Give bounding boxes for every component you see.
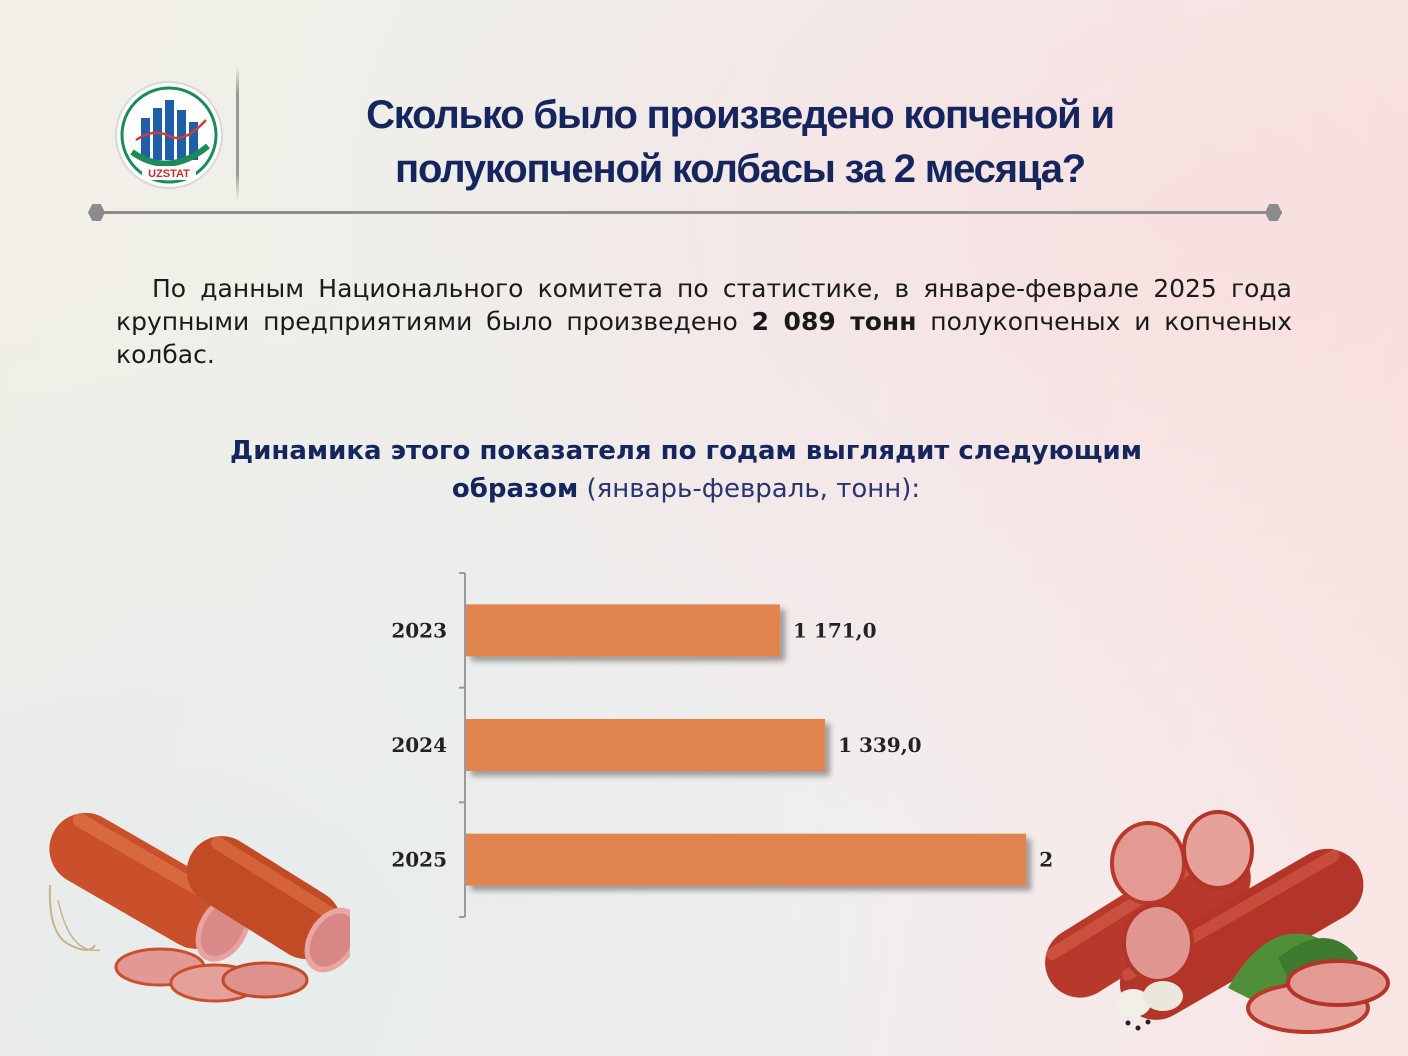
intro-text-2: полукопченых и копченых колбас. <box>116 307 1292 369</box>
chart-axis <box>459 572 466 918</box>
header-rule <box>92 211 1282 214</box>
caption-bold-2: образом <box>451 474 579 504</box>
value-label: 1 171,0 <box>793 618 877 642</box>
value-label: 1 339,0 <box>838 733 922 757</box>
title-line-2: полукопченой колбасы за 2 месяца? <box>395 147 1086 191</box>
category-label: 2023 <box>391 618 447 642</box>
category-label: 2025 <box>391 848 447 872</box>
category-label: 2024 <box>391 733 447 757</box>
intro-text-1: По данным Национального комитета по стат… <box>116 274 1292 336</box>
bar-chart: 2023 1 171,0 2024 1 339,0 2025 2 089,0 <box>391 572 1060 918</box>
uzstat-logo: UZSTAT <box>115 81 223 189</box>
rule-right-end <box>1265 204 1282 221</box>
sausage-illustration-right <box>1045 810 1390 1034</box>
chart-caption: Динамика этого показателя по годам выгля… <box>150 432 1222 508</box>
intro-paragraph: По данным Национального комитета по стат… <box>116 272 1292 371</box>
chart-bars: 2023 1 171,0 2024 1 339,0 2025 2 089,0 <box>391 604 1060 886</box>
sausage-illustration-left <box>48 812 350 1003</box>
intro-highlight: 2 089 тонн <box>751 307 917 336</box>
rule-left-end <box>88 204 105 221</box>
caption-line-1: Динамика этого показателя по годам выгля… <box>230 436 1142 466</box>
caption-light-2: (январь-февраль, тонн): <box>578 474 921 504</box>
logo-divider <box>236 66 239 200</box>
bar-2023 <box>466 604 781 657</box>
bar-2024 <box>466 719 826 771</box>
page-title: Сколько было произведено копченой и полу… <box>260 88 1220 196</box>
logo-text: UZSTAT <box>148 168 190 180</box>
bar-2025 <box>466 833 1027 886</box>
title-line-1: Сколько было произведено копченой и <box>366 93 1115 137</box>
value-label: 2 089,0 <box>1039 848 1060 872</box>
